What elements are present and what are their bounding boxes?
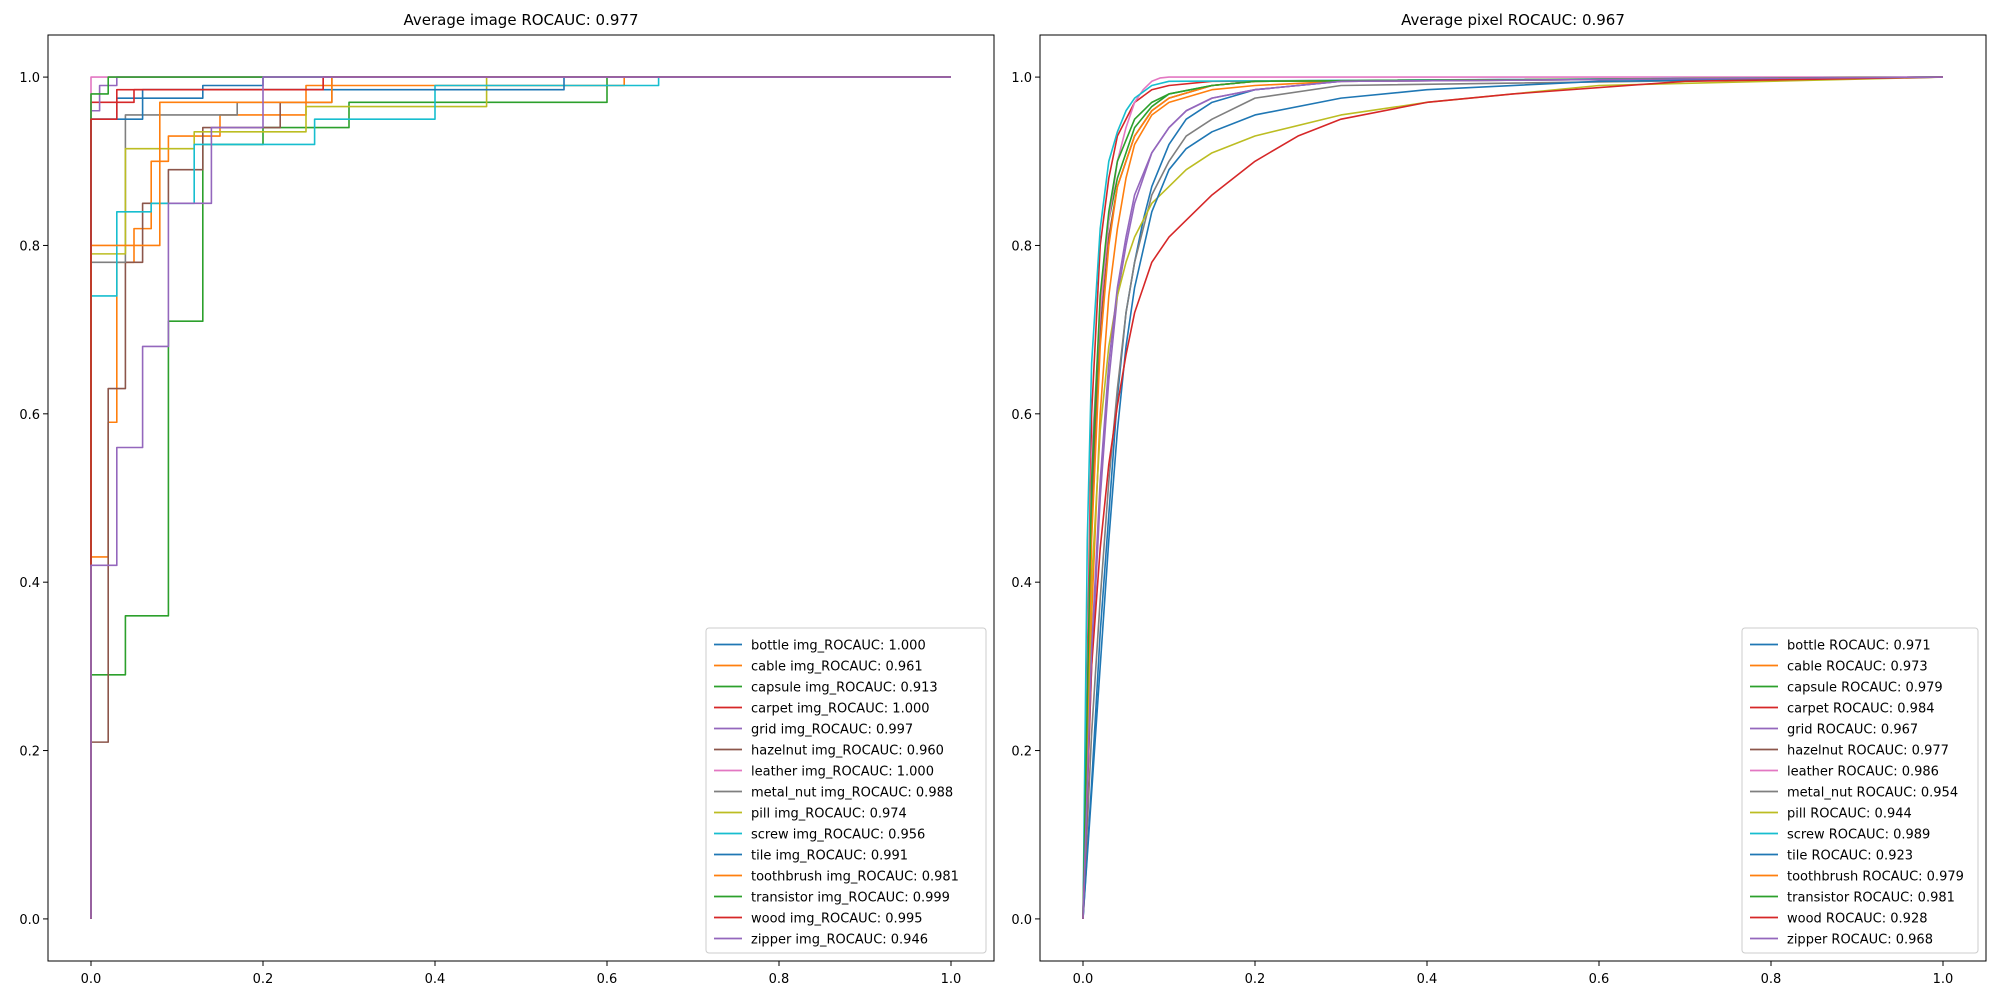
legend-label: grid img_ROCAUC: 0.997 <box>751 723 913 738</box>
legend-box <box>705 627 987 954</box>
chart-title: Average pixel ROCAUC: 0.967 <box>1401 11 1625 29</box>
y-tick-label: 0.2 <box>1011 745 1032 760</box>
series-line-9 <box>1082 76 1944 919</box>
axes-frame <box>47 34 995 962</box>
legend-label: hazelnut ROCAUC: 0.977 <box>1787 744 1949 759</box>
y-tick-label: 0.4 <box>19 576 40 591</box>
legend: bottle img_ROCAUC: 1.000 cable img_ROCAUC… <box>705 627 987 954</box>
y-tick-label: 0.8 <box>1011 239 1032 254</box>
legend-label: wood img_ROCAUC: 0.995 <box>751 912 923 927</box>
legend-label: leather img_ROCAUC: 1.000 <box>751 765 934 780</box>
series-line-8 <box>90 76 951 919</box>
x-tick-label: 0.6 <box>1589 972 1610 987</box>
axes-frame <box>1039 34 1987 962</box>
y-tick-label: 0.8 <box>19 239 40 254</box>
legend-label: toothbrush ROCAUC: 0.979 <box>1787 870 1964 885</box>
y-tick-label: 0.4 <box>1011 576 1032 591</box>
series-line-9 <box>90 76 951 919</box>
series-line-1 <box>1082 76 1944 919</box>
left-panel: Average image ROCAUC: 0.977 0.0 0.2 0.4 0.6 0… <box>19 11 995 987</box>
legend-label: leather ROCAUC: 0.986 <box>1787 765 1939 780</box>
right-panel: Average pixel ROCAUC: 0.967 0.0 0.2 0.4 0.6 0… <box>1011 11 1987 987</box>
legend-label: zipper ROCAUC: 0.968 <box>1787 933 1933 948</box>
x-tick-label: 0.8 <box>1761 972 1782 987</box>
legend-label: transistor ROCAUC: 0.981 <box>1787 891 1955 906</box>
series-line-14 <box>1082 76 1944 919</box>
series-line-3 <box>1082 76 1944 919</box>
y-tick-label: 1.0 <box>1011 71 1032 86</box>
legend-label: capsule img_ROCAUC: 0.913 <box>751 681 938 696</box>
chart-title: Average image ROCAUC: 0.977 <box>403 11 638 29</box>
legend-label: transistor img_ROCAUC: 0.999 <box>751 891 950 906</box>
legend-label: wood ROCAUC: 0.928 <box>1787 912 1927 927</box>
y-tick-label: 0.2 <box>19 745 40 760</box>
legend-label: capsule ROCAUC: 0.979 <box>1787 681 1943 696</box>
series-line-13 <box>1082 76 1944 919</box>
legend-label: toothbrush img_ROCAUC: 0.981 <box>751 870 959 885</box>
legend-label: metal_nut ROCAUC: 0.954 <box>1787 786 1958 801</box>
y-tick-label: 0.6 <box>19 408 40 423</box>
legend-box <box>1741 627 1979 954</box>
series-line-14 <box>90 76 951 919</box>
series-line-10 <box>1082 76 1944 919</box>
y-tick-label: 0.0 <box>1011 913 1032 928</box>
legend-label: zipper img_ROCAUC: 0.946 <box>751 933 928 948</box>
legend-label: pill img_ROCAUC: 0.974 <box>751 807 907 822</box>
legend-label: carpet ROCAUC: 0.984 <box>1787 702 1935 717</box>
legend-label: carpet img_ROCAUC: 1.000 <box>751 702 930 717</box>
x-tick-label: 0.0 <box>1073 972 1094 987</box>
x-tick-label: 0.8 <box>769 972 790 987</box>
legend-label: pill ROCAUC: 0.944 <box>1787 807 1912 822</box>
legend-label: bottle img_ROCAUC: 1.000 <box>751 639 926 654</box>
x-tick-label: 0.2 <box>253 972 274 987</box>
y-tick-label: 0.0 <box>19 913 40 928</box>
x-tick-label: 0.2 <box>1245 972 1266 987</box>
series-line-8 <box>1082 76 1944 919</box>
x-tick-label: 1.0 <box>941 972 962 987</box>
x-tick-label: 1.0 <box>1933 972 1954 987</box>
legend-label: tile ROCAUC: 0.923 <box>1787 849 1913 864</box>
x-tick-label: 0.0 <box>81 972 102 987</box>
y-tick-label: 1.0 <box>19 71 40 86</box>
legend-label: screw ROCAUC: 0.989 <box>1787 828 1930 843</box>
x-tick-label: 0.4 <box>425 972 446 987</box>
legend: bottle ROCAUC: 0.971 cable ROCAUC: 0.973 c… <box>1741 627 1979 954</box>
series-line-7 <box>1082 76 1944 919</box>
legend-label: bottle ROCAUC: 0.971 <box>1787 639 1931 654</box>
legend-label: grid ROCAUC: 0.967 <box>1787 723 1918 738</box>
legend-label: cable img_ROCAUC: 0.961 <box>751 660 923 675</box>
series-group <box>1082 76 1944 919</box>
series-group <box>90 76 951 919</box>
legend-label: cable ROCAUC: 0.973 <box>1787 660 1928 675</box>
x-tick-label: 0.4 <box>1417 972 1438 987</box>
legend-label: screw img_ROCAUC: 0.956 <box>751 828 925 843</box>
x-tick-label: 0.6 <box>597 972 618 987</box>
y-tick-label: 0.6 <box>1011 408 1032 423</box>
legend-label: metal_nut img_ROCAUC: 0.988 <box>751 786 953 801</box>
legend-label: tile img_ROCAUC: 0.991 <box>751 849 908 864</box>
series-line-12 <box>1082 76 1944 919</box>
legend-label: hazelnut img_ROCAUC: 0.960 <box>751 744 944 759</box>
